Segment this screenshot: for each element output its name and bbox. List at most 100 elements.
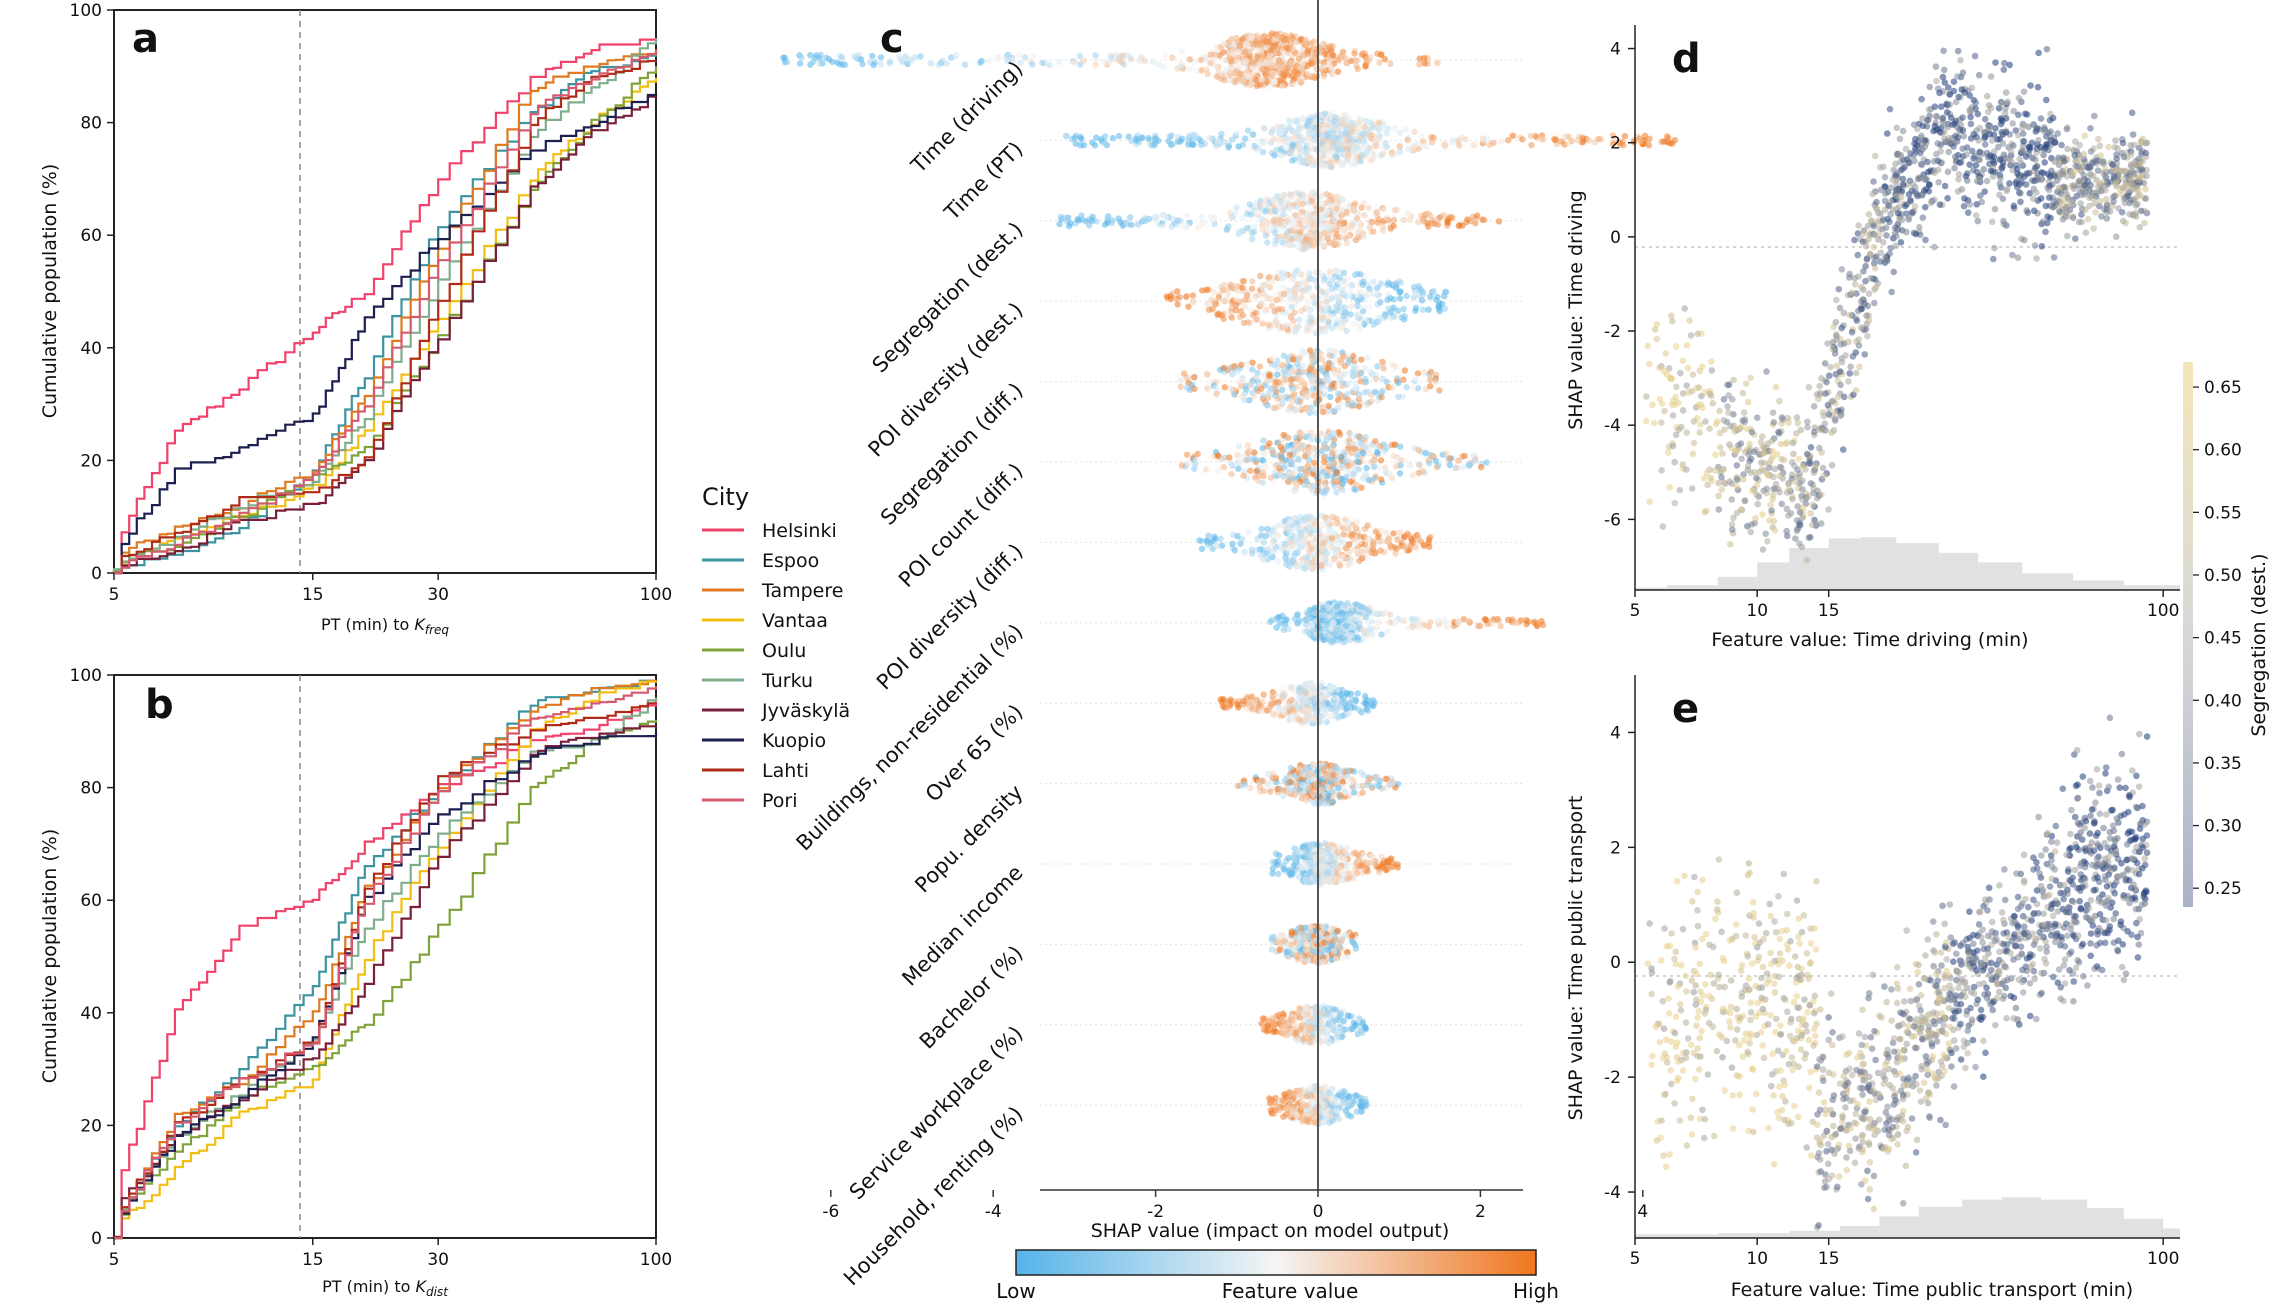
- legend-label-jyväskylä: Jyväskylä: [761, 700, 850, 722]
- shap-point: [1190, 131, 1198, 139]
- shap-point: [1376, 132, 1383, 139]
- shap-point: [1342, 516, 1349, 523]
- shap-point: [1382, 126, 1390, 133]
- shap-point: [1276, 403, 1284, 410]
- shap-point: [1426, 460, 1433, 467]
- shap-point: [1268, 30, 1276, 37]
- shap-point: [1338, 475, 1345, 483]
- legend-label-lahti: Lahti: [762, 760, 809, 782]
- shap-point: [1258, 215, 1265, 223]
- shap-point: [1307, 347, 1314, 354]
- shap-point: [1217, 535, 1224, 542]
- shap-point: [1303, 562, 1310, 570]
- shap-point: [1329, 637, 1337, 644]
- y-tick-label: 40: [80, 339, 102, 359]
- shap-point: [1324, 373, 1331, 380]
- shap-point: [1056, 220, 1063, 228]
- shap-point: [1233, 204, 1240, 211]
- shap-point: [1260, 200, 1268, 208]
- shap-point: [1645, 142, 1653, 149]
- shap-point: [978, 57, 985, 65]
- shap-point: [1320, 73, 1328, 80]
- shap-point: [1294, 519, 1301, 526]
- shap-point: [1274, 439, 1281, 446]
- shap-point: [1362, 378, 1370, 386]
- shap-point: [1115, 132, 1123, 140]
- shap-point: [1159, 223, 1167, 230]
- shap-point: [1274, 558, 1281, 565]
- shap-point: [1240, 278, 1248, 285]
- shap-point: [1419, 288, 1426, 295]
- shap-point: [1425, 210, 1432, 217]
- shap-point: [1285, 49, 1292, 56]
- shap-point: [1530, 619, 1538, 626]
- shap-point: [1552, 136, 1559, 144]
- shap-point: [1154, 213, 1162, 220]
- shap-point: [1278, 306, 1286, 313]
- shap-point: [1297, 64, 1305, 72]
- shap-point: [1303, 405, 1311, 413]
- shap-point: [1321, 163, 1328, 170]
- shap-point: [1235, 465, 1242, 472]
- shap-point: [1397, 129, 1404, 136]
- shap-point: [1463, 219, 1470, 226]
- shap-point: [1307, 40, 1314, 47]
- shap-point: [1241, 780, 1249, 788]
- shap-point: [1438, 300, 1446, 308]
- shap-point: [1227, 696, 1234, 703]
- shap-point: [1379, 223, 1387, 231]
- shap-point: [1329, 52, 1337, 59]
- shap-point: [1320, 636, 1327, 644]
- shap-point: [1304, 555, 1312, 562]
- shap-point: [1239, 453, 1246, 460]
- shap-point: [1539, 621, 1547, 629]
- shap-point: [1362, 117, 1369, 125]
- shap-point: [1356, 292, 1363, 299]
- shap-point: [1272, 382, 1279, 389]
- shap-point: [1428, 372, 1435, 379]
- shap-point: [1196, 537, 1203, 544]
- shap-point: [1352, 540, 1359, 547]
- shap-point: [1375, 533, 1382, 541]
- shap-point: [1221, 384, 1229, 391]
- shap-point: [1359, 449, 1367, 456]
- shap-point: [1459, 134, 1466, 141]
- shap-point: [1292, 129, 1300, 136]
- shap-point: [1281, 323, 1289, 330]
- shap-point: [1450, 136, 1458, 143]
- shap-point: [1234, 49, 1242, 56]
- shap-point: [1226, 209, 1234, 217]
- shap-point: [1292, 407, 1299, 414]
- shap-point: [1176, 294, 1183, 301]
- shap-point: [1412, 375, 1420, 382]
- shap-point: [1228, 470, 1235, 478]
- shap-point: [1160, 63, 1168, 71]
- shap-point: [1309, 680, 1316, 687]
- shap-point: [1308, 197, 1316, 205]
- shap-point: [1127, 54, 1134, 61]
- shap-point: [1285, 535, 1292, 542]
- shap-point: [810, 58, 817, 65]
- shap-point: [1247, 380, 1255, 388]
- shap-point: [1327, 192, 1334, 200]
- panel-b-xlabel: PT (min) to Kdist: [322, 1277, 449, 1299]
- legend-label-espoo: Espoo: [762, 550, 819, 572]
- shap-point: [1324, 472, 1331, 479]
- shap-point: [1369, 370, 1376, 377]
- shap-point: [1363, 705, 1370, 713]
- shap-point: [1585, 137, 1593, 144]
- shap-point: [1387, 225, 1394, 232]
- x-tick-label: 100: [640, 1250, 672, 1270]
- shap-point: [1334, 469, 1341, 477]
- shap-point: [1353, 57, 1361, 64]
- shap-point: [1365, 618, 1372, 626]
- shap-point: [1204, 541, 1211, 548]
- shap-point: [1259, 320, 1266, 327]
- shap-point: [1353, 518, 1360, 526]
- shap-point: [1348, 282, 1356, 289]
- y-tick-label: 20: [80, 1116, 102, 1136]
- shap-point: [1174, 301, 1181, 308]
- shap-point: [1310, 72, 1317, 80]
- shap-point: [1406, 216, 1414, 224]
- shap-point: [1258, 66, 1266, 73]
